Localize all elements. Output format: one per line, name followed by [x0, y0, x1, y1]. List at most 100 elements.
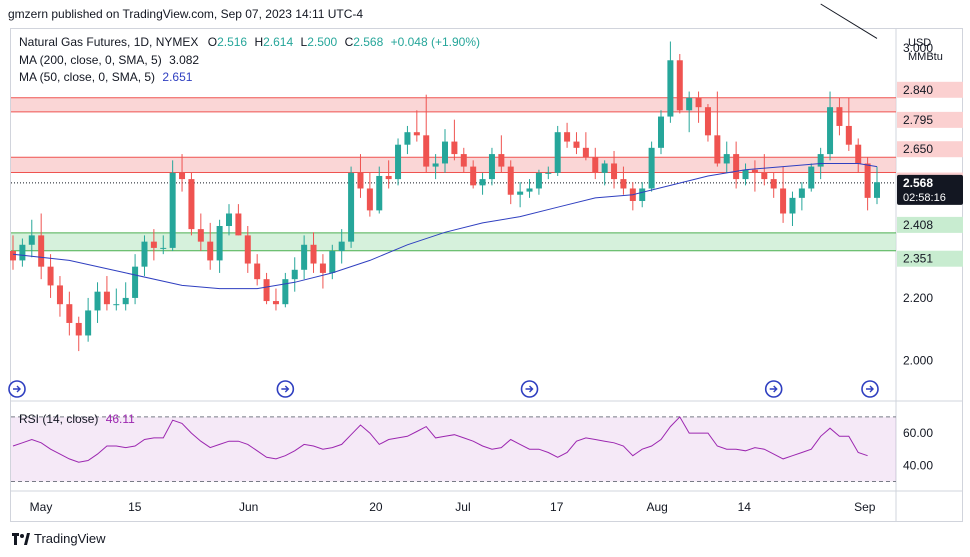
candle-body: [592, 157, 599, 173]
candle-body: [47, 266, 54, 286]
candle: [545, 166, 552, 180]
zone-resistance-0: [11, 97, 896, 112]
candle: [366, 172, 373, 217]
event-arrow-icon: [769, 385, 778, 393]
candle-body: [676, 60, 683, 111]
candle-body: [751, 169, 758, 173]
legend-close-label: C: [344, 35, 354, 49]
candle-body: [545, 172, 552, 174]
candle-body: [141, 241, 148, 267]
time-tick-label: 14: [738, 500, 752, 514]
candle: [47, 254, 54, 298]
candle: [75, 316, 82, 352]
time-tick-label: Sep: [854, 500, 876, 514]
candle: [423, 94, 430, 173]
candle: [357, 154, 364, 198]
candle: [329, 244, 336, 280]
candle-body: [723, 154, 730, 164]
time-tick-label: 17: [550, 500, 564, 514]
candle-body: [319, 263, 326, 273]
rsi-tick-label: 40.00: [903, 458, 933, 472]
candle: [592, 147, 599, 180]
candle: [676, 54, 683, 114]
candle-body: [376, 175, 383, 211]
candle-body: [38, 235, 45, 267]
zone-label-bg-1-top: [897, 141, 963, 158]
candle-body: [244, 235, 251, 264]
candle: [733, 141, 740, 189]
candle: [620, 166, 627, 195]
event-icon: [764, 380, 783, 398]
price-tick-label: 2.200: [903, 291, 933, 305]
candle-body: [113, 304, 120, 306]
candle: [254, 254, 261, 286]
candle-body: [432, 163, 439, 167]
candle: [301, 235, 308, 280]
legend-main: Natural Gas Futures, 1D, NYMEX O2.516 H2…: [19, 35, 480, 49]
branding[interactable]: TradingView: [12, 531, 106, 546]
publisher-line: gmzern published on TradingView.com, Sep…: [8, 7, 364, 21]
zone-label-bg-0-top: [897, 81, 963, 98]
candle: [836, 97, 843, 136]
rsi-line: [12, 416, 868, 463]
candle-body: [658, 116, 664, 148]
price-tick-label: 2.000: [903, 353, 933, 367]
candle: [319, 254, 326, 289]
candle-body: [648, 147, 655, 189]
candle: [38, 213, 45, 280]
candle: [216, 219, 223, 273]
candle-body: [197, 229, 204, 242]
zone-label-0-top: 2.840: [903, 83, 933, 97]
candle: [658, 110, 664, 155]
candle: [66, 291, 73, 336]
legend-rsi-label[interactable]: RSI (14, close): [19, 412, 99, 426]
candle: [639, 182, 646, 208]
countdown-label: 02:58:16: [903, 192, 946, 204]
candle: [874, 166, 880, 205]
candle: [770, 172, 777, 198]
candle-body: [714, 135, 721, 164]
candle-body: [798, 188, 805, 198]
candle-body: [639, 188, 646, 201]
candle: [272, 288, 279, 311]
candle-body: [385, 175, 392, 180]
candle-body: [470, 166, 477, 186]
price-currency[interactable]: USD: [908, 37, 932, 49]
candle-body: [169, 172, 176, 248]
candle: [197, 213, 204, 252]
candle: [714, 91, 721, 167]
candle-body: [94, 291, 101, 311]
time-tick-label: Aug: [647, 500, 668, 514]
last-price-label: 2.568: [903, 176, 933, 190]
candle-body: [66, 304, 73, 323]
candle: [667, 41, 674, 123]
event-arrow-icon: [13, 385, 21, 393]
ma200-line: [820, 3, 878, 39]
candle-body: [357, 172, 364, 189]
candle: [385, 160, 392, 189]
candle-body: [517, 191, 524, 195]
candle-body: [770, 179, 777, 189]
candle: [535, 169, 542, 195]
event-icon: [276, 380, 295, 398]
zone-label-0-bottom: 2.795: [903, 113, 933, 127]
candle-body: [395, 144, 402, 180]
candle: [451, 119, 458, 161]
legend-open-label: O: [207, 35, 218, 49]
legend-ma50-label[interactable]: MA (50, close, 0, SMA, 5): [19, 70, 156, 84]
candle: [432, 154, 439, 180]
legend-high-value: 2.614: [263, 35, 294, 49]
candle: [291, 257, 298, 292]
candle: [751, 160, 758, 192]
price-unit[interactable]: MMBtu: [908, 51, 943, 63]
candle-body: [19, 244, 26, 261]
candle-body: [226, 213, 232, 227]
candle: [648, 141, 655, 192]
legend-ma200-label[interactable]: MA (200, close, 0, SMA, 5): [19, 53, 162, 67]
legend-symbol[interactable]: Natural Gas Futures, 1D, NYMEX: [19, 35, 199, 49]
candle: [845, 97, 852, 151]
candle-body: [451, 141, 458, 155]
candle-body: [338, 241, 345, 252]
time-tick-label: Jul: [455, 500, 470, 514]
